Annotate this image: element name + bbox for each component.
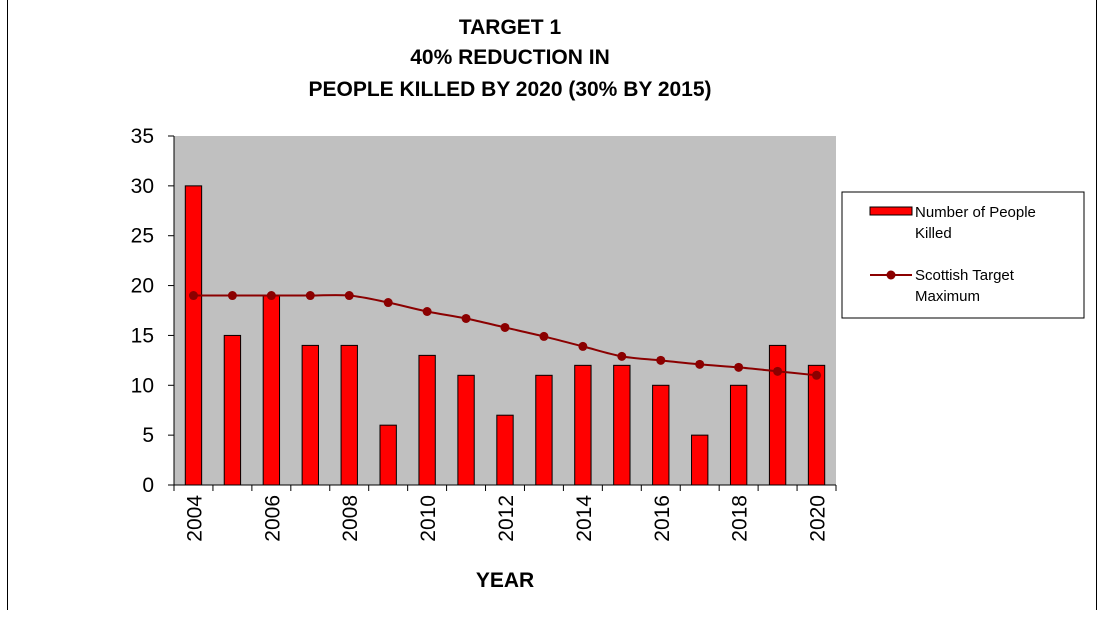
target-marker-2004 <box>188 291 198 301</box>
target-marker-2010 <box>422 307 432 316</box>
target-marker-2017 <box>695 359 705 369</box>
target-marker-2007 <box>305 291 315 301</box>
x-tick-label-2018: 2018 <box>729 495 752 542</box>
target-marker-2018 <box>734 362 744 372</box>
y-tick-label-20: 20 <box>131 275 154 298</box>
y-tick-label-30: 30 <box>131 175 154 198</box>
target-marker-2015 <box>617 351 627 361</box>
x-tick-label-2020: 2020 <box>807 495 830 542</box>
chart-title: TARGET 1 40% REDUCTION IN PEOPLE KILLED … <box>308 16 711 101</box>
target-marker-2009 <box>383 298 393 308</box>
bar-2015 <box>613 364 631 486</box>
target-marker-2013 <box>539 331 549 341</box>
legend-label-line-line-2: Maximum <box>915 288 980 305</box>
target-marker-2006 <box>266 291 276 301</box>
y-tick-label-35: 35 <box>131 125 154 148</box>
bar-2010 <box>418 354 436 486</box>
bar-2011 <box>457 374 475 486</box>
bar-2008 <box>340 344 358 486</box>
x-tick-label-2008: 2008 <box>339 495 362 542</box>
bar-2013 <box>535 374 553 486</box>
bar-2006 <box>262 295 281 486</box>
y-tick-label-25: 25 <box>131 225 154 248</box>
target-marker-2011 <box>461 313 471 323</box>
legend-line-marker <box>886 270 896 280</box>
bar-2017 <box>691 434 709 486</box>
y-tick-label-10: 10 <box>131 374 154 397</box>
x-tick-label-2016: 2016 <box>651 495 674 542</box>
bar-2004 <box>184 185 203 486</box>
chart-frame <box>7 0 1097 610</box>
chart-title-line-1: TARGET 1 <box>459 16 562 39</box>
bar-2005 <box>223 334 242 486</box>
legend-label-bars-line-2: Killed <box>915 225 952 242</box>
chart-title-line-3: PEOPLE KILLED BY 2020 (30% BY 2015) <box>308 78 711 101</box>
target-marker-2012 <box>500 322 510 332</box>
x-tick-label-2012: 2012 <box>495 495 518 542</box>
chart-title-line-2: 40% REDUCTION IN <box>410 46 610 69</box>
x-tick-label-2014: 2014 <box>573 495 596 542</box>
bar-2009 <box>379 424 397 486</box>
target-marker-2019 <box>773 366 783 376</box>
target-marker-2014 <box>578 341 588 351</box>
bar-2007 <box>301 344 319 486</box>
legend: Number of People Killed Scottish Target … <box>841 191 1085 319</box>
target-marker-2016 <box>656 355 666 365</box>
bar-2020 <box>807 364 826 486</box>
bar-2016 <box>652 384 670 486</box>
target-marker-2005 <box>227 291 237 301</box>
y-tick-label-5: 5 <box>142 424 154 447</box>
y-tick-label-0: 0 <box>142 474 154 497</box>
bar-2018 <box>729 384 748 486</box>
bar-2012 <box>496 414 514 486</box>
y-tick-label-15: 15 <box>131 324 154 347</box>
x-axis-label: YEAR <box>476 569 534 592</box>
axes-layer: 0 5 10 15 20 25 30 35 2004 2006 2008 2010 2012 2014 20… <box>131 125 837 542</box>
legend-label-bars-line-1: Number of People <box>915 204 1036 221</box>
bar-2014 <box>574 364 592 486</box>
legend-label-line-line-1: Scottish Target <box>915 267 1015 284</box>
x-tick-label-2004: 2004 <box>183 495 206 542</box>
bar-2019 <box>768 344 787 486</box>
target-line-layer <box>188 291 822 380</box>
target-marker-2020 <box>812 370 822 380</box>
target-marker-2008 <box>344 291 354 301</box>
legend-bar-swatch <box>869 206 913 216</box>
x-tick-label-2010: 2010 <box>417 495 440 542</box>
x-tick-label-2006: 2006 <box>261 495 284 542</box>
